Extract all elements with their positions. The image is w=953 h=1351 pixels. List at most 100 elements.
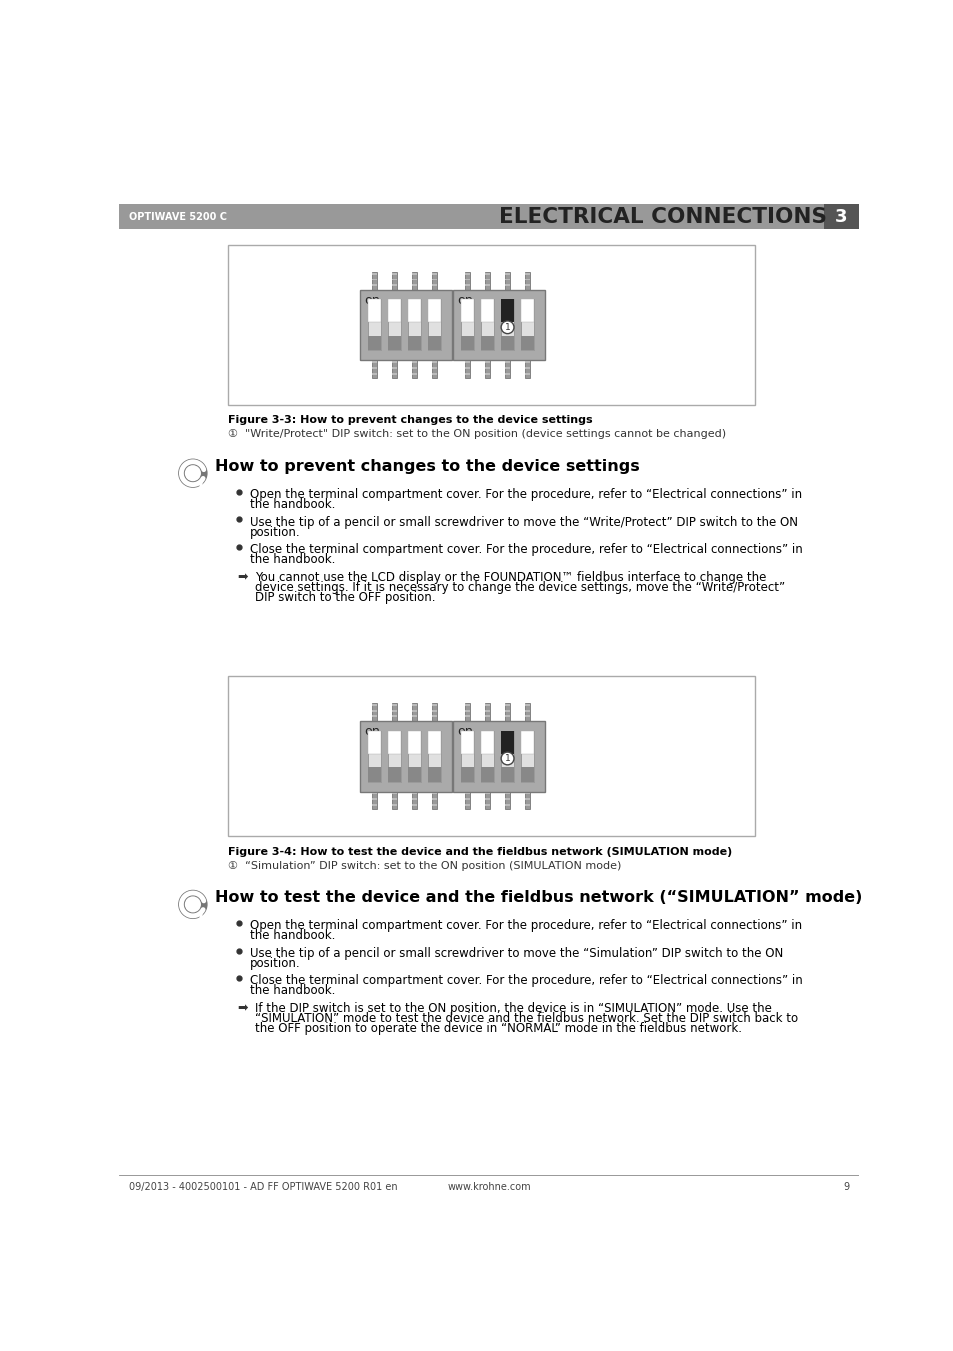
- Text: 1: 1: [504, 754, 510, 763]
- Bar: [520, 731, 534, 782]
- Bar: [484, 798, 490, 800]
- Text: Figure 3-4: How to test the device and the fieldbus network (SIMULATION mode): Figure 3-4: How to test the device and t…: [228, 847, 731, 857]
- Circle shape: [178, 890, 208, 919]
- Bar: [504, 361, 510, 378]
- Bar: [500, 767, 514, 782]
- Bar: [484, 793, 490, 794]
- Text: the handbook.: the handbook.: [250, 497, 335, 511]
- Text: on: on: [457, 293, 473, 307]
- Bar: [372, 704, 376, 705]
- Bar: [504, 703, 510, 720]
- Bar: [228, 677, 754, 836]
- Text: You cannot use the LCD display or the FOUNDATION™ fieldbus interface to change t: You cannot use the LCD display or the FO…: [254, 571, 765, 584]
- Circle shape: [500, 322, 514, 334]
- Bar: [484, 703, 490, 720]
- Bar: [388, 767, 400, 782]
- Bar: [524, 716, 530, 717]
- Text: Use the tip of a pencil or small screwdriver to move the “Write/Protect” DIP swi: Use the tip of a pencil or small screwdr…: [250, 516, 798, 528]
- Bar: [465, 704, 470, 705]
- Bar: [484, 704, 490, 705]
- Text: Close the terminal compartment cover. For the procedure, refer to “Electrical co: Close the terminal compartment cover. Fo…: [250, 974, 802, 988]
- Bar: [500, 300, 514, 350]
- Bar: [504, 804, 510, 805]
- Bar: [480, 767, 494, 782]
- Text: How to prevent changes to the device settings: How to prevent changes to the device set…: [215, 458, 639, 474]
- Bar: [408, 731, 420, 782]
- Text: the handbook.: the handbook.: [250, 554, 335, 566]
- Bar: [480, 731, 494, 782]
- Bar: [504, 716, 510, 717]
- Bar: [372, 284, 376, 286]
- Bar: [412, 362, 416, 363]
- Text: ELECTRICAL CONNECTIONS: ELECTRICAL CONNECTIONS: [498, 207, 826, 227]
- Bar: [504, 273, 510, 274]
- Bar: [428, 731, 440, 782]
- Bar: [392, 804, 396, 805]
- Bar: [460, 731, 474, 754]
- Bar: [524, 284, 530, 286]
- Text: 1: 1: [504, 323, 510, 332]
- Bar: [524, 272, 530, 289]
- Text: OPTIWAVE 5200 C: OPTIWAVE 5200 C: [129, 212, 226, 222]
- Bar: [392, 703, 396, 720]
- Bar: [372, 798, 376, 800]
- Bar: [408, 731, 420, 754]
- Bar: [392, 361, 396, 378]
- Bar: [432, 362, 436, 363]
- Bar: [428, 300, 440, 323]
- Bar: [480, 731, 494, 754]
- Text: Use the tip of a pencil or small screwdriver to move the “Simulation” DIP switch: Use the tip of a pencil or small screwdr…: [250, 947, 782, 959]
- Bar: [460, 767, 474, 782]
- Text: DIP switch to the OFF position.: DIP switch to the OFF position.: [254, 590, 435, 604]
- Bar: [372, 793, 376, 794]
- Bar: [520, 336, 534, 350]
- Text: 09/2013 - 4002500101 - AD FF OPTIWAVE 5200 R01 en: 09/2013 - 4002500101 - AD FF OPTIWAVE 52…: [129, 1182, 396, 1193]
- Bar: [372, 709, 376, 712]
- Bar: [372, 703, 376, 720]
- Bar: [484, 716, 490, 717]
- Bar: [412, 272, 416, 289]
- Bar: [504, 704, 510, 705]
- Bar: [360, 289, 451, 361]
- Bar: [388, 731, 400, 782]
- Bar: [465, 284, 470, 286]
- Bar: [460, 336, 474, 350]
- Bar: [372, 367, 376, 369]
- Bar: [520, 731, 534, 754]
- Bar: [465, 804, 470, 805]
- Text: ①  “Simulation” DIP switch: set to the ON position (SIMULATION mode): ① “Simulation” DIP switch: set to the ON…: [228, 861, 620, 870]
- Bar: [432, 273, 436, 274]
- Bar: [432, 704, 436, 705]
- Bar: [432, 361, 436, 378]
- Text: Close the terminal compartment cover. For the procedure, refer to “Electrical co: Close the terminal compartment cover. Fo…: [250, 543, 802, 557]
- Bar: [412, 793, 416, 794]
- Bar: [480, 336, 494, 350]
- Bar: [392, 272, 396, 289]
- Bar: [520, 300, 534, 323]
- Bar: [524, 703, 530, 720]
- Bar: [372, 273, 376, 274]
- Bar: [480, 300, 494, 323]
- Bar: [465, 272, 470, 289]
- Bar: [460, 300, 474, 350]
- Bar: [453, 289, 544, 361]
- Bar: [500, 300, 514, 323]
- Bar: [412, 703, 416, 720]
- Bar: [504, 709, 510, 712]
- Text: ①  "Write/Protect" DIP switch: set to the ON position (device settings cannot be: ① "Write/Protect" DIP switch: set to the…: [228, 430, 725, 439]
- Bar: [432, 284, 436, 286]
- Bar: [504, 284, 510, 286]
- Bar: [484, 284, 490, 286]
- Bar: [432, 709, 436, 712]
- Bar: [412, 798, 416, 800]
- Bar: [465, 792, 470, 809]
- Text: Open the terminal compartment cover. For the procedure, refer to “Electrical con: Open the terminal compartment cover. For…: [250, 488, 801, 501]
- Bar: [412, 284, 416, 286]
- Bar: [428, 336, 440, 350]
- Bar: [504, 362, 510, 363]
- Bar: [504, 798, 510, 800]
- Bar: [372, 792, 376, 809]
- Bar: [500, 731, 514, 754]
- Text: ➡: ➡: [236, 1002, 247, 1015]
- Bar: [412, 804, 416, 805]
